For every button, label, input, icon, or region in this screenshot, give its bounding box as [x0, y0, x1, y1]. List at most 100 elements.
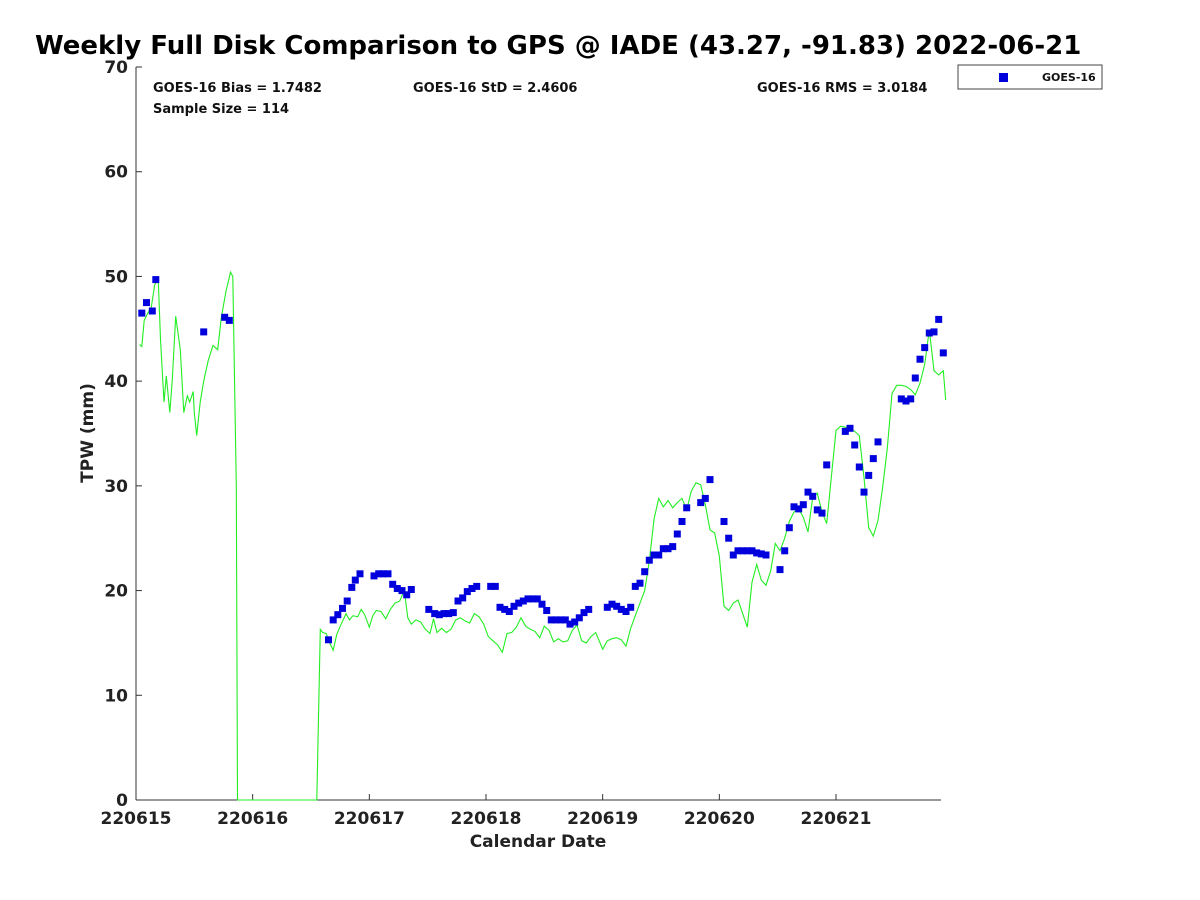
goes16-point	[325, 636, 332, 644]
goes16-point	[869, 455, 877, 463]
goes16-point	[435, 611, 443, 619]
goes16-point	[343, 597, 351, 605]
goes16-point	[655, 551, 663, 559]
goes16-point	[939, 349, 947, 357]
goes16-point	[897, 395, 905, 403]
y-tick-label: 60	[104, 163, 128, 183]
legend-box	[957, 64, 1103, 90]
goes16-point	[697, 499, 705, 507]
goes16-point	[510, 602, 518, 610]
goes16-point	[379, 570, 387, 578]
bias-annotation: GOES-16 Bias = 1.7482	[153, 81, 322, 96]
goes16-point	[463, 588, 471, 596]
goes16-point	[575, 614, 583, 622]
goes16-point	[543, 607, 551, 614]
goes16-point	[795, 505, 803, 513]
goes16-point	[375, 570, 383, 578]
goes16-point	[393, 585, 401, 592]
goes16-point	[683, 504, 691, 512]
goes16-point	[813, 506, 821, 514]
goes16-point	[348, 583, 356, 591]
goes16-point	[454, 597, 462, 605]
goes16-point	[734, 547, 742, 555]
goes16-point	[902, 397, 910, 405]
x-axis-label: Calendar Date	[470, 832, 607, 852]
goes16-point	[221, 313, 229, 321]
goes16-point	[645, 556, 653, 564]
goes16-point	[445, 610, 453, 618]
legend: GOES-16	[957, 64, 1103, 90]
goes16-point	[725, 534, 733, 542]
goes16-point	[440, 610, 448, 618]
goes16-point	[468, 585, 476, 592]
x-tick-label: 220621	[801, 809, 872, 829]
legend-marker-goes16	[999, 73, 1008, 82]
goes16-point	[659, 545, 667, 553]
goes16-point	[571, 618, 579, 626]
goes16-point	[608, 600, 616, 608]
goes16-point	[519, 597, 527, 605]
goes16-point	[865, 471, 873, 479]
goes16-point	[225, 316, 233, 324]
x-tick-label: 220620	[684, 809, 755, 829]
gps-tpw-line	[139, 270, 947, 801]
goes16-point	[743, 547, 751, 555]
goes16-point	[664, 545, 672, 553]
y-ticks: 0 10 20 30 40 50 60 70	[104, 58, 142, 811]
goes16-point	[505, 608, 513, 615]
goes16-point	[613, 602, 621, 610]
goes16-point	[529, 595, 537, 603]
goes16-point	[641, 568, 649, 576]
goes16-point	[907, 395, 915, 403]
goes16-point	[356, 570, 364, 578]
goes16-point	[524, 595, 532, 603]
goes16-point	[841, 427, 849, 435]
goes16-point	[855, 463, 863, 471]
goes16-point	[533, 595, 541, 603]
goes16-point	[585, 605, 593, 613]
goes16-point	[935, 315, 943, 323]
goes16-point	[538, 600, 546, 608]
goes16-point	[631, 582, 639, 590]
goes16-point	[473, 582, 481, 590]
goes16-point	[334, 611, 342, 619]
x-tick-label: 220615	[101, 809, 172, 829]
goes16-point	[200, 328, 208, 336]
goes16-point	[748, 547, 756, 555]
y-tick-label: 40	[104, 372, 128, 392]
goes16-point	[753, 549, 761, 557]
goes16-point	[557, 616, 565, 624]
goes16-point	[403, 591, 411, 599]
y-tick-label: 70	[104, 58, 128, 78]
sample-size-annotation: Sample Size = 114	[153, 102, 289, 117]
goes16-point	[339, 604, 346, 612]
chart-title: Weekly Full Disk Comparison to GPS @ IAD…	[35, 31, 1081, 61]
goes16-point	[515, 599, 523, 607]
goes16-point	[622, 608, 630, 615]
goes16-point	[860, 488, 868, 496]
goes16-point	[561, 616, 569, 624]
x-ticks: 220615 220616 220617 220618 220619 220620 2206…	[101, 794, 872, 829]
goes16-point	[720, 518, 728, 525]
goes16-point	[566, 620, 574, 628]
goes16-point	[809, 492, 817, 500]
goes16-point	[501, 605, 509, 613]
y-tick-label: 30	[104, 477, 128, 497]
legend-label-goes16: GOES-16	[1042, 71, 1096, 84]
goes16-point	[790, 503, 798, 511]
goes16-point	[487, 582, 495, 590]
goes16-point	[143, 299, 150, 307]
goes16-point	[384, 570, 392, 578]
plot-area	[138, 270, 947, 801]
goes16-point	[776, 566, 784, 574]
goes16-point	[491, 582, 499, 590]
goes16-point	[329, 616, 337, 624]
x-tick-label: 220616	[217, 809, 288, 829]
goes16-point	[823, 461, 831, 469]
goes16-point	[650, 551, 658, 559]
goes16-point	[678, 518, 686, 525]
goes16-point	[804, 488, 812, 496]
goes16-point	[851, 441, 859, 449]
goes16-point	[739, 547, 747, 555]
